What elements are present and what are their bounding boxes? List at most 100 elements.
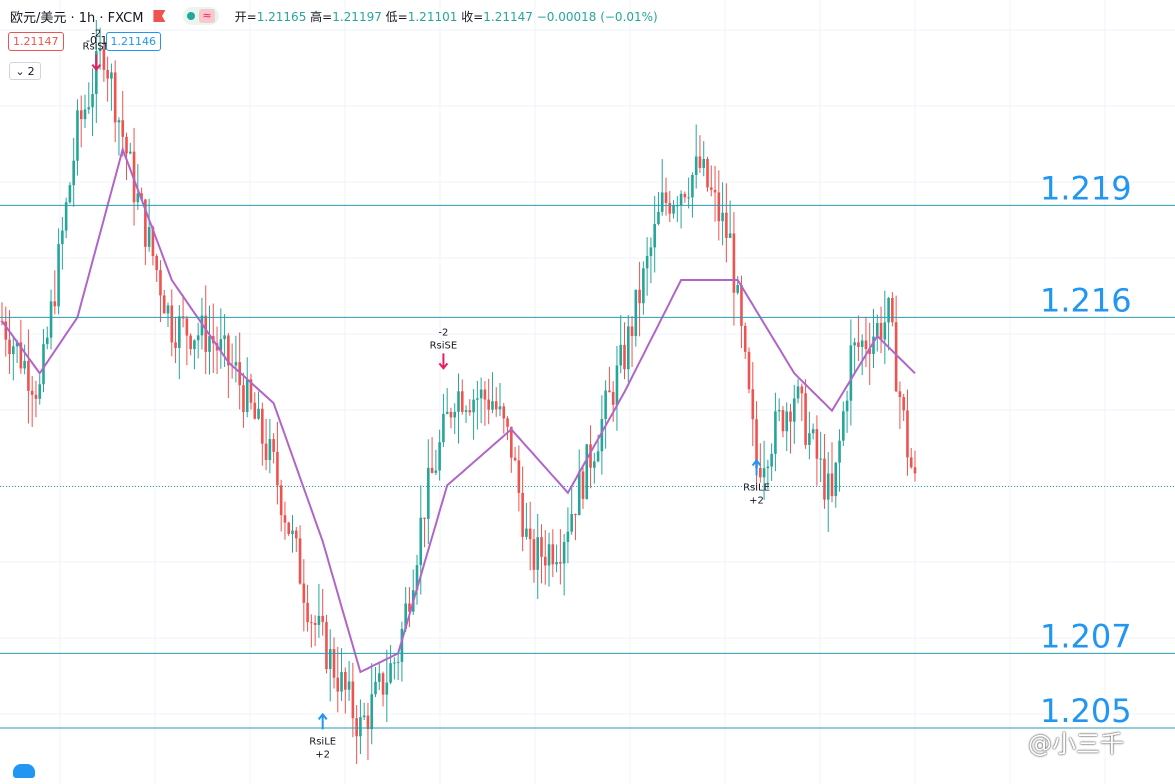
candle-down [313,622,317,625]
candle-down [279,485,283,516]
candle-up [362,715,366,718]
candle-down [366,715,370,730]
flag-icon[interactable] [153,10,166,22]
candle-up [649,247,653,256]
candle-down [204,315,208,352]
ohlc-readout: 开=1.21165 高=1.21197 低=1.21101 收=1.21147 … [234,9,658,24]
candle-up [842,411,845,441]
candle-up [385,682,389,695]
candle-down [713,189,717,193]
candle-up [15,342,19,347]
candle-down [408,603,411,612]
candle-up [377,673,381,682]
candle-down [747,351,751,390]
candle-up [687,197,690,199]
candle-down [804,393,807,445]
candle-down [344,671,347,690]
signal-value: -2 [438,327,448,338]
candle-up [691,175,694,198]
candle-up [95,51,98,95]
candle-down [8,339,11,355]
candle-down [581,471,585,499]
candle-up [457,391,460,412]
candle-up [634,289,638,337]
candle-up [374,681,377,695]
candle-down [185,318,189,336]
candle-down [125,136,128,154]
candle-down [174,342,177,348]
candle-up [808,433,811,445]
candle-up [653,223,656,248]
candle-down [121,120,125,137]
candle-down [227,335,230,366]
candle-up [660,192,664,212]
candle-down [521,492,524,537]
candle-down [494,401,498,410]
candle-down [510,426,513,458]
candle-down [79,110,83,120]
candle-down [513,457,517,461]
candle-up [257,408,260,419]
candle-up [83,109,87,120]
open-value: 1.21165 [256,9,307,24]
candle-up [389,663,392,683]
candle-up [555,562,558,565]
watermark-text: @小三千 [1028,730,1124,758]
candle-down [574,513,577,516]
candle-up [491,401,494,410]
candle-down [189,335,192,350]
candle-down [325,621,328,670]
candle-up [128,151,132,154]
candle-down [759,467,762,478]
candle-down [423,517,426,519]
candle-up [442,413,445,443]
candle-up [136,193,140,203]
candle-up [359,717,362,737]
signal-value: +2 [315,749,330,760]
candle-up [626,326,630,370]
candle-down [302,583,306,603]
candle-up [736,284,739,293]
candle-down [864,340,868,350]
candle-down [589,444,592,468]
candle-down [909,457,913,468]
candle-up [476,398,479,400]
candle-down [159,270,162,296]
candle-down [740,284,743,326]
candle-up [672,205,675,214]
candle-down [27,360,30,391]
candle-up [370,694,374,730]
candle-up [872,336,875,354]
candle-down [717,192,721,222]
symbol-title[interactable]: 欧元/美元 · 1h · FXCM [10,10,144,26]
candle-up [57,244,60,307]
candle-up [619,344,623,366]
market-status-pill[interactable]: ≈ [183,7,219,25]
high-value: 1.21197 [332,9,382,24]
indicators-toggle[interactable]: ⌄ 2 [9,62,41,80]
candle-up [728,233,732,238]
candle-down [902,397,905,411]
buy-button[interactable]: 1.21146 [105,32,161,51]
tradingview-logo-icon[interactable] [13,764,35,778]
candle-up [347,681,351,690]
candle-up [811,429,815,434]
candle-up [45,337,49,345]
candle-up [117,120,121,123]
signal-value: +2 [749,495,764,506]
candle-down [310,622,313,624]
candle-up [600,419,604,452]
symbol-header: 欧元/美元 · 1h · FXCM ≈ 开=1.21165 高=1.21197 … [10,6,658,26]
sell-button[interactable]: 1.21147 [8,32,64,51]
candle-up [774,411,777,454]
candle-down [298,538,302,584]
candle-down [355,718,358,737]
candle-up [328,649,332,670]
candle-up [536,537,540,570]
candle-up [38,384,42,399]
candle-up [438,442,441,471]
candle-down [559,562,562,564]
candle-down [336,677,340,692]
candle-down [517,460,521,493]
